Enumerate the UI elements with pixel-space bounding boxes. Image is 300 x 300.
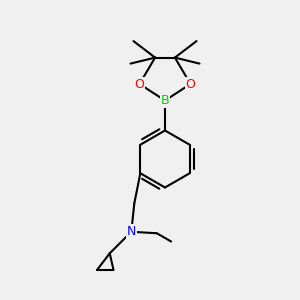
Text: O: O	[135, 77, 144, 91]
Text: N: N	[127, 225, 136, 238]
Text: B: B	[161, 94, 169, 107]
Text: O: O	[186, 77, 195, 91]
